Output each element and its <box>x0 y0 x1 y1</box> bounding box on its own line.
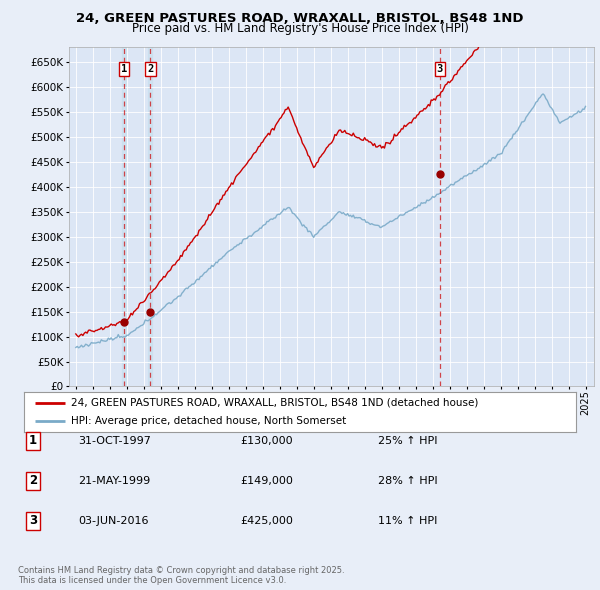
Text: Price paid vs. HM Land Registry's House Price Index (HPI): Price paid vs. HM Land Registry's House … <box>131 22 469 35</box>
Text: 24, GREEN PASTURES ROAD, WRAXALL, BRISTOL, BS48 1ND (detached house): 24, GREEN PASTURES ROAD, WRAXALL, BRISTO… <box>71 398 478 408</box>
Text: 25% ↑ HPI: 25% ↑ HPI <box>378 436 437 445</box>
Bar <box>148 47 152 386</box>
Text: 31-OCT-1997: 31-OCT-1997 <box>78 436 151 445</box>
Text: 21-MAY-1999: 21-MAY-1999 <box>78 476 150 486</box>
Text: Contains HM Land Registry data © Crown copyright and database right 2025.
This d: Contains HM Land Registry data © Crown c… <box>18 566 344 585</box>
Text: £149,000: £149,000 <box>240 476 293 486</box>
Text: 3: 3 <box>29 514 37 527</box>
Text: 3: 3 <box>437 64 443 74</box>
Text: 11% ↑ HPI: 11% ↑ HPI <box>378 516 437 526</box>
Text: 2: 2 <box>147 64 154 74</box>
Text: £130,000: £130,000 <box>240 436 293 445</box>
Text: 2: 2 <box>29 474 37 487</box>
Text: 1: 1 <box>121 64 127 74</box>
Text: 1: 1 <box>29 434 37 447</box>
Text: 28% ↑ HPI: 28% ↑ HPI <box>378 476 437 486</box>
Bar <box>122 47 126 386</box>
Text: HPI: Average price, detached house, North Somerset: HPI: Average price, detached house, Nort… <box>71 416 346 426</box>
Text: £425,000: £425,000 <box>240 516 293 526</box>
Text: 03-JUN-2016: 03-JUN-2016 <box>78 516 149 526</box>
Text: 24, GREEN PASTURES ROAD, WRAXALL, BRISTOL, BS48 1ND: 24, GREEN PASTURES ROAD, WRAXALL, BRISTO… <box>76 12 524 25</box>
